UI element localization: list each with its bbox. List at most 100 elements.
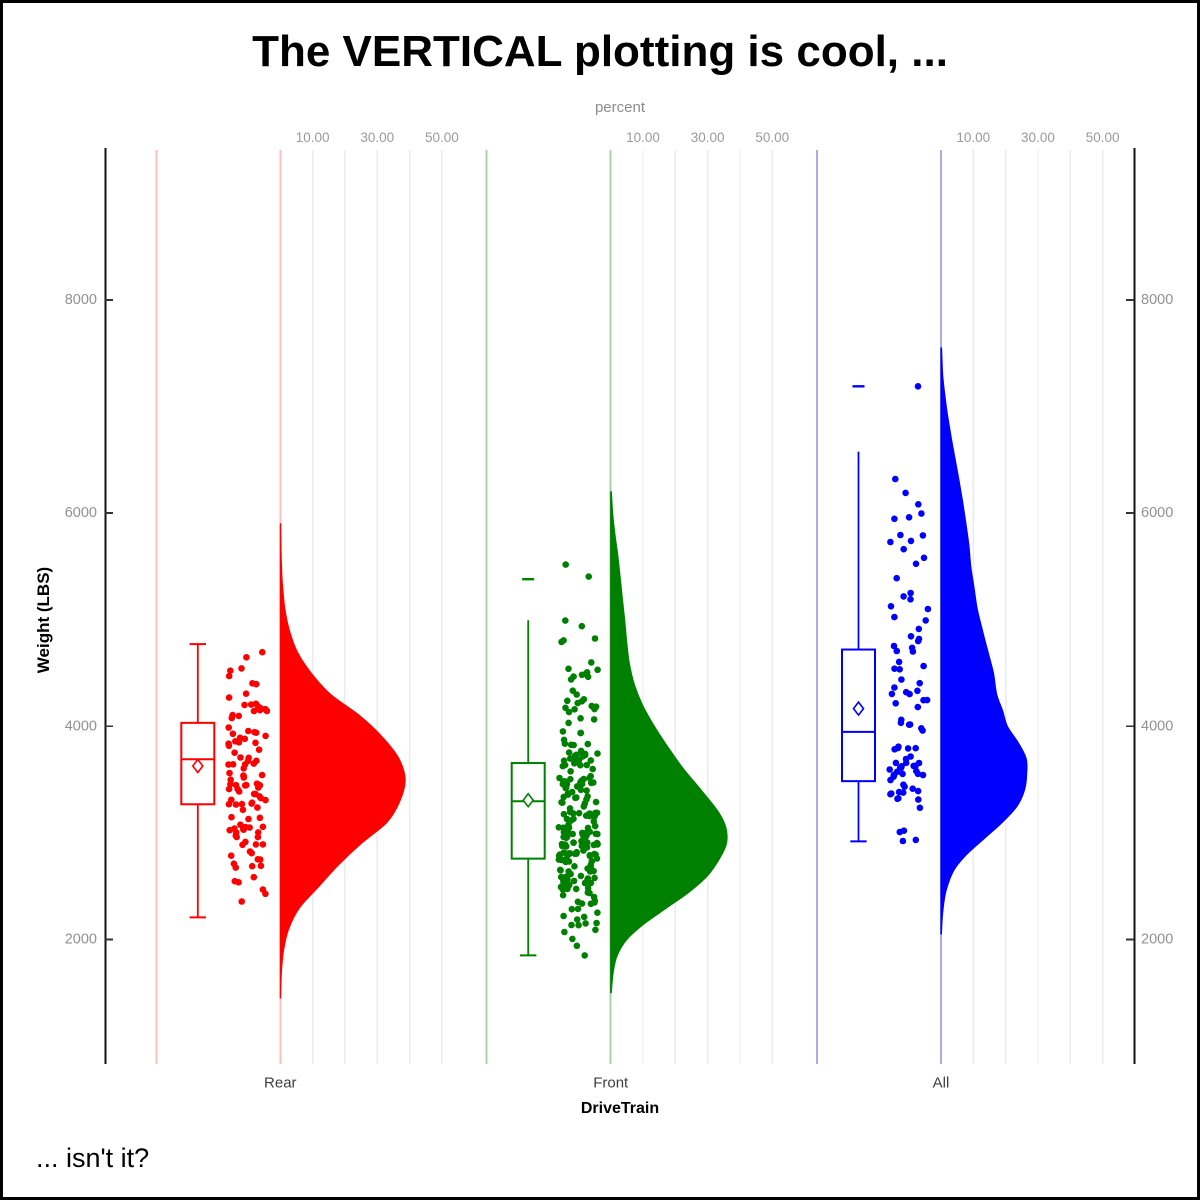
percent-tick-label-all-10: 10.00 <box>956 130 990 145</box>
jitter-dot-front <box>587 900 595 908</box>
jitter-dot-front <box>570 810 577 817</box>
jitter-dot-rear <box>254 829 262 836</box>
footnote: ... isn't it? <box>36 1143 150 1173</box>
violin-rear <box>279 523 406 999</box>
jitter-dot-rear <box>239 806 247 814</box>
jitter-dot-front <box>565 719 572 727</box>
jitter-dot-all <box>907 589 914 597</box>
jitter-dot-front <box>565 749 573 756</box>
percent-tick-label-all-30: 30.00 <box>1021 130 1055 145</box>
jitter-dot-all <box>924 605 932 613</box>
jitter-dot-front <box>564 697 571 705</box>
jitter-dot-front <box>582 920 589 927</box>
jitter-dot-all <box>906 690 913 698</box>
jitter-dot-rear <box>241 735 249 743</box>
jitter-dot-rear <box>253 780 261 787</box>
jitter-dot-rear <box>259 648 266 656</box>
jitter-dot-front <box>585 573 592 580</box>
jitter-dot-front <box>571 752 579 759</box>
mean-diamond-front <box>522 792 535 809</box>
jitter-dot-rear <box>226 769 233 777</box>
jitter-dot-rear <box>254 856 262 863</box>
jitter-dot-front <box>562 704 569 712</box>
jitter-dot-front <box>575 809 583 817</box>
jitter-dot-front <box>567 768 574 775</box>
jitter-dot-rear <box>258 771 266 779</box>
jitter-dot-rear <box>253 680 260 688</box>
jitter-dot-all <box>920 662 927 670</box>
jitter-dot-all <box>909 785 916 792</box>
jitter-dot-rear <box>227 667 234 674</box>
jitter-dot-rear <box>257 704 264 712</box>
percent-tick-label-front-10: 10.00 <box>626 130 660 145</box>
jitter-dot-front <box>561 761 569 769</box>
jitter-dot-front <box>560 637 567 644</box>
jitter-dot-rear <box>225 672 233 680</box>
jitter-dot-rear <box>238 898 245 905</box>
jitter-dot-all <box>893 647 901 655</box>
jitter-dot-front <box>582 670 590 678</box>
jitter-dot-front <box>573 783 581 790</box>
jitter-dot-front <box>575 921 582 929</box>
jitter-dot-all <box>890 642 898 650</box>
jitter-dot-all <box>912 744 919 752</box>
jitter-dot-all <box>919 727 926 734</box>
jitter-dot-all <box>920 696 927 704</box>
box-all <box>841 648 876 783</box>
jitter-dot-all <box>887 790 894 798</box>
jitter-dot-rear <box>256 814 264 822</box>
jitter-dot-front <box>594 909 601 916</box>
jitter-dot-rear <box>259 823 267 831</box>
chart-canvas: 2000 2000 4000 4000 6000 6000 8000 8000 10.00 30.… <box>65 130 1174 1092</box>
jitter-dot-all <box>898 716 905 724</box>
jitter-dot-all <box>916 804 924 812</box>
jitter-dot-all <box>891 746 898 753</box>
jitter-dot-front <box>555 852 563 860</box>
jitter-dot-rear <box>254 804 261 811</box>
jitter-dot-front <box>562 617 569 624</box>
jitter-dot-front <box>560 824 567 831</box>
top-axis-title-percent: percent <box>594 99 646 116</box>
jitter-dot-rear <box>238 665 245 672</box>
jitter-dot-all <box>918 510 925 517</box>
jitter-dot-rear <box>250 707 258 715</box>
jitter-dot-all <box>891 515 898 523</box>
jitter-dot-all <box>905 514 913 521</box>
jitter-dot-front <box>573 848 580 856</box>
jitter-dot-all <box>919 771 927 779</box>
jitter-dot-front <box>583 761 591 769</box>
jitter-dot-front <box>577 872 585 880</box>
jitter-dot-front <box>571 863 578 870</box>
jitter-dot-front <box>584 839 591 846</box>
jitter-dot-front <box>568 921 575 929</box>
jitter-dot-rear <box>240 826 247 833</box>
mean-diamond-rear <box>191 758 204 774</box>
jitter-dot-rear <box>231 877 239 885</box>
jitter-dot-front <box>564 850 571 857</box>
jitter-dot-front <box>592 809 599 817</box>
y-tick-label-left: 6000 <box>65 505 97 521</box>
jitter-dot-front <box>574 905 582 913</box>
jitter-dot-front <box>577 761 584 769</box>
jitter-dot-front <box>591 850 598 858</box>
jitter-dot-front <box>589 765 596 773</box>
jitter-dot-front <box>578 622 586 630</box>
jitter-dot-all <box>891 684 898 691</box>
jitter-dot-front <box>560 879 567 886</box>
jitter-dot-all <box>886 766 893 773</box>
jitter-dot-front <box>591 635 599 642</box>
jitter-dot-rear <box>252 739 259 747</box>
jitter-dot-front <box>570 839 577 846</box>
jitter-dot-rear <box>225 694 233 701</box>
jitter-dot-all <box>895 795 902 802</box>
jitter-dot-all <box>895 788 903 796</box>
jitter-dot-rear <box>245 815 252 823</box>
jitter-dot-front <box>594 840 601 848</box>
jitter-dot-front <box>578 698 586 705</box>
jitter-dot-all <box>912 762 919 770</box>
jitter-dot-all <box>922 617 929 624</box>
jitter-dot-all <box>901 783 908 790</box>
percent-tick-label-front-30: 30.00 <box>691 130 725 145</box>
jitter-dot-rear <box>242 838 249 846</box>
jitter-dot-rear <box>225 800 233 808</box>
